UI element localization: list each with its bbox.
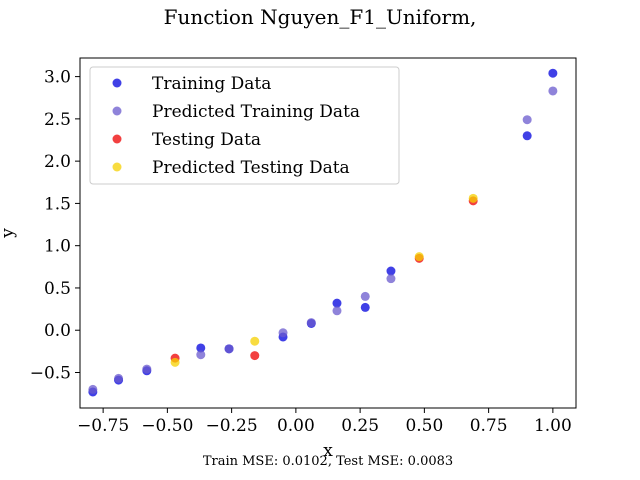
legend-marker-testing-data xyxy=(112,134,122,144)
x-axis-label: x xyxy=(323,441,333,461)
testing-data-point xyxy=(250,351,260,361)
predicted-testing-data-point xyxy=(468,193,478,203)
y-axis-label: y xyxy=(0,228,18,239)
legend-label-predicted-training-data: Predicted Training Data xyxy=(152,102,360,122)
predicted-training-data-point xyxy=(548,86,558,96)
legend-label-predicted-testing-data: Predicted Testing Data xyxy=(152,158,350,178)
predicted-training-data-point xyxy=(88,384,98,394)
y-tick-label: 2.0 xyxy=(44,152,71,172)
x-tick-label: −0.50 xyxy=(141,416,193,436)
predicted-training-data-point xyxy=(386,274,396,284)
y-tick-label: 2.5 xyxy=(44,110,71,130)
mse-footer: Train MSE: 0.0102, Test MSE: 0.0083 xyxy=(203,454,453,469)
legend-label-training-data: Training Data xyxy=(152,74,271,94)
legend-frame xyxy=(89,66,400,185)
predicted-training-data-point xyxy=(332,306,342,316)
x-tick-label: 0.75 xyxy=(470,416,508,436)
y-axis-ticks: −0.5 0.0 0.5 1.0 1.5 2.0 2.5 3.0 xyxy=(30,68,80,383)
x-tick-label: 0.25 xyxy=(341,416,379,436)
legend-marker-predicted-testing-data xyxy=(112,162,122,172)
y-tick-label: 0.5 xyxy=(44,279,71,299)
predicted-training-data-point xyxy=(522,115,532,125)
x-tick-label: 1.00 xyxy=(534,416,572,436)
y-tick-label: 0.0 xyxy=(44,321,71,341)
y-tick-label: 1.0 xyxy=(44,237,71,257)
predicted-testing-data-point xyxy=(170,357,180,367)
x-tick-label: −0.25 xyxy=(206,416,258,436)
predicted-training-data-point xyxy=(360,291,370,301)
legend-marker-predicted-training-data xyxy=(112,106,122,116)
x-axis-ticks: −0.75 −0.50 −0.25 0.00 0.25 0.50 0.75 1.00 xyxy=(77,408,572,436)
predicted-training-data-point xyxy=(278,328,288,338)
chart-title: Function Nguyen_F1_Uniform, xyxy=(164,5,477,29)
legend-marker-training-data xyxy=(112,78,122,88)
y-tick-label: 3.0 xyxy=(44,68,71,88)
legend-label-testing-data: Testing Data xyxy=(152,130,261,150)
predicted-training-data-point xyxy=(224,344,234,354)
x-tick-label: 0.50 xyxy=(405,416,443,436)
training-data-point xyxy=(548,68,558,78)
training-data-point xyxy=(332,298,342,308)
predicted-training-data-point xyxy=(196,350,206,360)
training-data-point xyxy=(522,131,532,141)
x-tick-label: 0.00 xyxy=(277,416,315,436)
x-tick-label: −0.75 xyxy=(77,416,129,436)
predicted-training-data-point xyxy=(114,373,124,383)
y-tick-label: −0.5 xyxy=(30,363,71,383)
y-tick-label: 1.5 xyxy=(44,194,71,214)
training-data-point xyxy=(386,266,396,276)
training-data-point xyxy=(360,302,370,312)
legend: Training Data Predicted Training Data Test… xyxy=(89,66,400,185)
plot-area-frame xyxy=(79,57,577,409)
predicted-testing-data-point xyxy=(414,252,424,262)
training-data-point xyxy=(196,343,206,353)
predicted-training-data-point xyxy=(142,364,152,374)
predicted-training-data-point xyxy=(306,318,316,328)
data-points xyxy=(88,68,558,397)
predicted-testing-data-point xyxy=(250,336,260,346)
